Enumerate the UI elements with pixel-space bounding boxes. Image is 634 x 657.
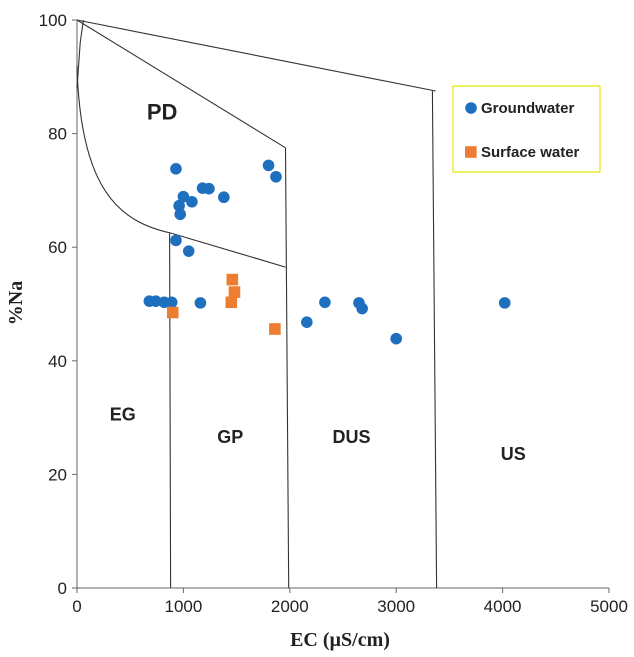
groundwater-point (218, 191, 230, 204)
groundwater-point (149, 295, 162, 307)
groundwater-point (356, 302, 368, 315)
groundwater-point (203, 182, 215, 195)
region-labels: PD EG GP DUS US (110, 99, 526, 464)
boundary-gp-dus (284, 147, 290, 589)
legend-label: Surface water (481, 144, 580, 161)
x-axis-title: EC (µS/cm) (290, 629, 390, 651)
boundary-gp-top (76, 19, 286, 149)
boundary-pd-apex (76, 19, 84, 89)
boundary-pd-curve (76, 65, 171, 234)
x-tick-label: 0 (72, 597, 81, 616)
x-tick-label: 5000 (590, 597, 628, 616)
axes: 0 1000 2000 3000 4000 5000 0 20 40 60 80 100 (39, 11, 628, 616)
region-boundaries (76, 19, 438, 589)
groundwater-point (301, 316, 313, 328)
groundwater-point (177, 190, 190, 203)
groundwater-point (170, 163, 182, 175)
groundwater-point (165, 296, 178, 309)
boundary-dus-us (431, 90, 438, 589)
legend-marker-groundwater (465, 102, 477, 114)
legend-label: Groundwater (481, 100, 575, 117)
y-tick-label: 60 (48, 238, 67, 257)
region-label-us: US (501, 444, 526, 464)
surface-water-point (228, 286, 241, 298)
y-tick-label: 40 (48, 352, 67, 371)
region-label-dus: DUS (333, 427, 371, 447)
groundwater-point (270, 170, 282, 183)
groundwater-point (498, 297, 511, 309)
groundwater-point (173, 199, 185, 212)
legend: Groundwater Surface water (452, 85, 601, 173)
y-tick-label: 80 (48, 125, 67, 144)
surface-water-point (269, 323, 281, 335)
legend-box (452, 85, 601, 173)
x-tick-label: 2000 (271, 597, 309, 616)
groundwater-point (170, 234, 182, 247)
region-label-pd: PD (147, 99, 178, 124)
y-tick-label: 20 (48, 465, 67, 484)
groundwater-point (262, 159, 275, 172)
groundwater-point (194, 297, 207, 309)
data-points (143, 159, 511, 345)
y-tick-label: 0 (58, 579, 67, 598)
region-label-eg: EG (110, 404, 136, 424)
legend-marker-surface-water (465, 146, 477, 158)
surface-water-point (226, 273, 239, 286)
boundary-us-top (76, 19, 436, 92)
x-tick-label: 4000 (484, 597, 522, 616)
x-tick-label: 1000 (164, 597, 202, 616)
surface-water-point (166, 306, 179, 319)
groundwater-point (182, 245, 195, 257)
groundwater-point (319, 296, 331, 309)
groundwater-point (174, 208, 187, 221)
y-tick-label: 100 (39, 11, 67, 30)
groundwater-point (390, 332, 403, 345)
boundary-eg-gp (169, 232, 172, 589)
surface-water-point (225, 296, 238, 309)
groundwater-point (186, 195, 198, 208)
region-label-gp: GP (217, 427, 243, 447)
y-axis-title: %Na (5, 281, 27, 325)
x-tick-label: 3000 (377, 597, 415, 616)
boundary-pd-bottom (170, 232, 286, 268)
